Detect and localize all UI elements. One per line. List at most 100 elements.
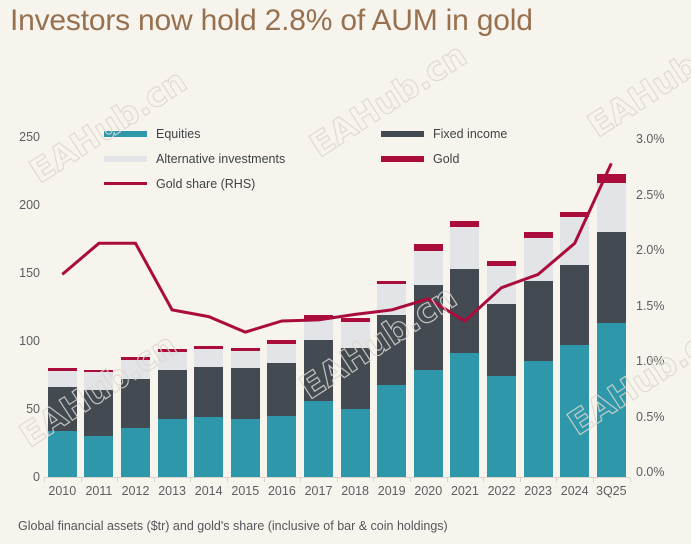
bar-segment-gold-2018 xyxy=(340,317,370,322)
bar-segment-gold-2010 xyxy=(47,368,77,371)
bar-segment-gold-2011 xyxy=(84,369,114,373)
right-axis-tick: 1.0% xyxy=(636,354,665,368)
bar-segment-gold-2023 xyxy=(523,232,553,238)
x-axis-tick-mark xyxy=(373,478,375,482)
x-axis-label-2012: 2012 xyxy=(121,484,150,498)
legend-item-gold: Gold share (RHS) xyxy=(104,171,285,196)
bar-segment-equities-2010 xyxy=(47,430,77,477)
bar-segment-alternatives-2024 xyxy=(560,217,590,265)
bar-segment-fixed_income-2022 xyxy=(487,304,516,377)
bar-segment-gold-2021 xyxy=(450,221,480,227)
x-axis-tick-mark xyxy=(629,478,631,482)
bar-segment-equities-2013 xyxy=(157,418,187,477)
bar-segment-fixed_income-2020 xyxy=(413,285,443,370)
legend-swatch-equities xyxy=(104,130,147,137)
bar-segment-fixed_income-2015 xyxy=(230,368,260,419)
bar-segment-gold-2020 xyxy=(413,244,443,252)
x-axis-label-3Q25: 3Q25 xyxy=(596,484,627,498)
bar-segment-gold-2015 xyxy=(230,347,260,351)
bar-segment-equities-2016 xyxy=(267,415,297,477)
bar-segment-fixed_income-2021 xyxy=(450,268,480,354)
x-axis-label-2013: 2013 xyxy=(158,484,186,498)
bar-segment-fixed_income-2019 xyxy=(377,315,407,385)
bar-segment-gold-2017 xyxy=(304,315,333,320)
x-axis-tick-mark xyxy=(556,478,558,482)
bar-segment-gold-2013 xyxy=(157,349,187,352)
bar-segment-fixed_income-3Q25 xyxy=(596,232,626,324)
bar-segment-gold-2022 xyxy=(487,260,516,267)
left-axis-tick: 250 xyxy=(19,130,40,144)
x-axis-label-2023: 2023 xyxy=(524,484,552,498)
x-axis-tick-mark xyxy=(336,478,338,482)
x-axis-label-2015: 2015 xyxy=(231,484,260,498)
right-axis-tick: 1.5% xyxy=(636,298,665,313)
x-axis-tick-mark xyxy=(190,478,192,482)
bar-segment-equities-2020 xyxy=(413,369,443,477)
legend-label: Equities xyxy=(156,126,201,141)
right-axis-tick: 2.5% xyxy=(636,187,665,202)
legend-swatch-gold xyxy=(381,155,424,162)
legend-swatch-fixed_income xyxy=(381,130,424,137)
x-axis-label-2022: 2022 xyxy=(487,484,516,498)
legend-item-equities: Equities xyxy=(104,121,285,146)
chart-title: Investors now hold 2.8% of AUM in gold xyxy=(10,4,533,37)
right-axis-tick: 0.0% xyxy=(636,465,665,479)
bar-segment-equities-2018 xyxy=(340,409,370,477)
bar-segment-gold-2016 xyxy=(267,339,297,344)
legend-item-gold: Gold xyxy=(381,146,507,171)
x-axis-tick-mark xyxy=(153,478,155,482)
bar-segment-alternatives-2023 xyxy=(523,237,553,282)
bar-segment-equities-2021 xyxy=(450,353,480,477)
x-axis-tick-mark xyxy=(227,478,228,482)
bar-segment-fixed_income-2010 xyxy=(47,387,77,431)
legend-item-fixed_income: Fixed income xyxy=(381,121,507,146)
legend-swatch-gold-line xyxy=(104,182,147,185)
left-axis-tick: 50 xyxy=(26,402,40,416)
x-axis-tick-mark xyxy=(117,478,119,482)
x-axis-tick-mark xyxy=(300,478,302,482)
bar-segment-fixed_income-2013 xyxy=(157,369,187,419)
x-axis-label-2011: 2011 xyxy=(85,484,113,498)
x-axis-tick-mark xyxy=(410,478,411,482)
right-axis-tick: 3.0% xyxy=(636,132,665,146)
bar-segment-alternatives-2021 xyxy=(450,226,480,269)
bar-segment-alternatives-2011 xyxy=(84,372,114,390)
bar-segment-equities-2014 xyxy=(194,417,224,477)
left-axis-tick: 200 xyxy=(19,198,40,212)
x-axis-label-2016: 2016 xyxy=(267,484,296,498)
bar-segment-equities-2023 xyxy=(523,361,553,477)
bar-segment-alternatives-3Q25 xyxy=(596,183,626,233)
left-axis-tick: 0 xyxy=(33,470,40,484)
bar-segment-gold-2014 xyxy=(194,346,224,350)
x-axis-tick-mark xyxy=(44,478,45,482)
legend-item-alternatives: Alternative investments xyxy=(104,146,285,171)
bar-segment-fixed_income-2016 xyxy=(267,362,297,416)
x-axis-tick-mark xyxy=(593,478,594,482)
right-axis-tick: 0.5% xyxy=(636,409,665,424)
x-axis-tick-mark xyxy=(263,478,265,482)
bar-segment-equities-2015 xyxy=(230,418,260,477)
bar-segment-fixed_income-2012 xyxy=(121,379,150,429)
bar-segment-gold-2024 xyxy=(560,211,590,218)
bar-segment-equities-2011 xyxy=(84,436,114,477)
bar-segment-alternatives-2018 xyxy=(340,321,370,348)
bar-segment-alternatives-2013 xyxy=(157,351,187,370)
x-axis-tick-mark xyxy=(80,478,82,482)
legend-label: Fixed income xyxy=(433,126,508,141)
x-axis-line xyxy=(44,477,630,478)
bar-segment-fixed_income-2018 xyxy=(340,347,370,409)
bar-segment-alternatives-2016 xyxy=(267,343,297,363)
x-axis-label-2019: 2019 xyxy=(377,484,406,498)
bar-segment-equities-2024 xyxy=(560,345,590,477)
x-axis-tick-mark xyxy=(483,478,485,482)
legend-label: Gold xyxy=(433,151,460,166)
bar-segment-equities-2019 xyxy=(377,384,407,477)
watermark-text: EAHub.cn xyxy=(580,14,691,145)
bar-segment-equities-2012 xyxy=(121,428,150,477)
bar-segment-fixed_income-2011 xyxy=(84,389,114,437)
left-axis-tick: 150 xyxy=(19,266,40,280)
left-axis-tick: 100 xyxy=(19,334,40,348)
bar-segment-fixed_income-2014 xyxy=(194,366,224,418)
x-axis-label-2018: 2018 xyxy=(341,484,369,498)
